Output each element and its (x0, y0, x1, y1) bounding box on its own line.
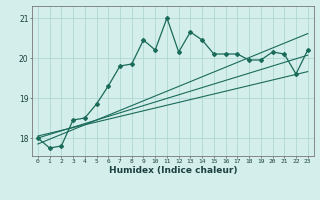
X-axis label: Humidex (Indice chaleur): Humidex (Indice chaleur) (108, 166, 237, 175)
